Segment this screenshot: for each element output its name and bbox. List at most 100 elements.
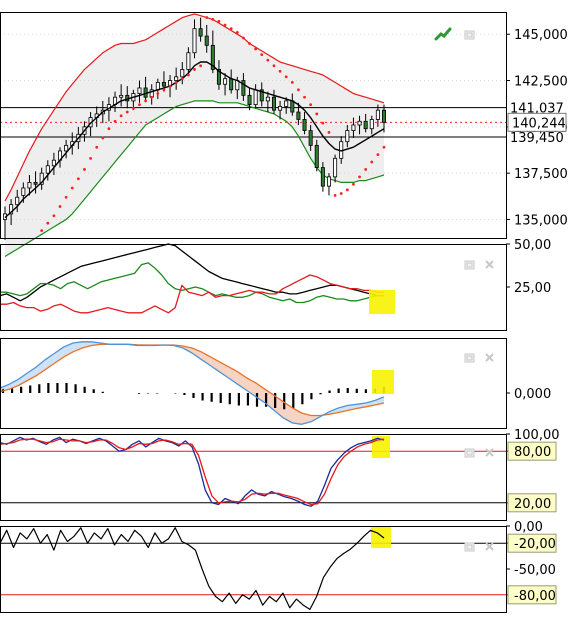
window-restore-icon[interactable] [464,30,475,40]
price-candle [369,115,374,135]
bollinger-upper-band [4,13,385,202]
price-candle [186,47,191,75]
candle-body [174,76,179,81]
line-chart-icon[interactable] [434,27,452,41]
candle-body [333,157,338,178]
sar-dot [364,168,368,171]
candle-body [278,106,283,111]
candle-body [39,172,44,185]
sar-dot [113,119,117,123]
sar-dot [358,175,361,179]
williams-r-line [0,527,385,611]
price-candle [326,173,331,196]
price-candle [302,112,307,135]
price-candle [192,19,197,59]
close-icon[interactable] [485,542,494,551]
axis-tick-label: 142,500 [514,75,568,90]
candle-body [375,109,380,120]
candle-body [314,144,319,169]
axis-tick-label: -80,00 [514,589,556,604]
price-candle [259,82,264,107]
price-candle [351,117,356,138]
last-price-label: 140,244 [512,116,566,131]
close-icon[interactable] [485,260,494,269]
window-restore-icon[interactable] [464,448,475,458]
price-candle [308,125,313,151]
macd-fill-segment [27,366,37,381]
last-price-box [507,112,567,132]
sar-dot [174,80,178,84]
axis-tick-label: 135,000 [514,213,568,228]
sar-dot [382,145,386,149]
candle-body [265,96,270,102]
sar-dot [260,53,264,57]
sar-dot [309,103,313,107]
candle-body [204,35,209,46]
sar-dot [193,68,196,71]
price-candle [241,73,246,101]
sar-dot [205,16,209,19]
window-restore-icon[interactable] [464,260,475,270]
highlight-marker [372,370,394,394]
candle-body [247,94,252,106]
price-candle [64,139,69,159]
stochastic-k-line [0,436,385,507]
sar-dot [284,75,288,79]
sar-dot [186,73,190,77]
adx-panel: 25,00 50,00 [0,238,551,331]
stochastic-d-line [0,438,385,506]
candle-body [320,167,325,187]
panel-frame [0,434,507,521]
candle-body [9,204,14,215]
sar-dot [272,64,276,68]
candle-body [27,182,32,189]
price-candle [119,84,124,107]
macd-fill-segment [73,341,83,352]
candle-body [216,69,221,85]
sar-dot [156,92,160,95]
window-restore-icon[interactable] [464,542,475,552]
sar-dot [70,186,74,190]
close-icon[interactable] [485,448,494,457]
candle-body [15,196,20,206]
stochastic-panel: 20,00 80,00 100,00 [0,428,560,521]
axis-tick-label: -50,00 [514,563,556,578]
macd-panel: 0,000 [0,338,551,429]
candle-body [186,52,191,70]
price-candle [271,89,276,114]
price-panel: 135,000137,500140,000142,500145,000141,0… [0,12,568,258]
window-restore-icon[interactable] [464,353,475,363]
price-candle [15,189,20,213]
candle-body [369,119,374,130]
axis-value-box [507,493,557,513]
axis-tick-label: 145,000 [514,28,568,43]
macd-fill-segment [246,378,256,397]
macd-fill-segment [54,346,64,363]
sar-dot [95,145,99,149]
price-candle [174,67,179,90]
candle-body [210,44,215,70]
sar-dot [150,95,154,99]
moving-average-line [4,61,385,219]
macd-fill-segment [301,413,311,425]
candle-body [51,159,56,167]
price-candle [296,102,301,125]
price-candle [216,60,221,90]
price-candle [265,91,270,113]
sar-dot [297,88,300,92]
candle-body [223,78,228,85]
candle-body [290,100,295,113]
close-icon[interactable] [485,353,494,362]
macd-fill-segment [201,351,211,366]
candle-body [363,120,368,130]
panel-frame [0,12,507,239]
candle-body [308,130,313,146]
level-label: 139,450 [510,131,564,146]
axis-tick-label: 0,000 [514,387,551,402]
sar-dot [278,69,282,73]
plus-di-line [0,262,384,304]
williams-r-panel: -20,00 -50,00 -80,00 0,00 [0,520,557,613]
macd-fill-segment [9,379,19,390]
